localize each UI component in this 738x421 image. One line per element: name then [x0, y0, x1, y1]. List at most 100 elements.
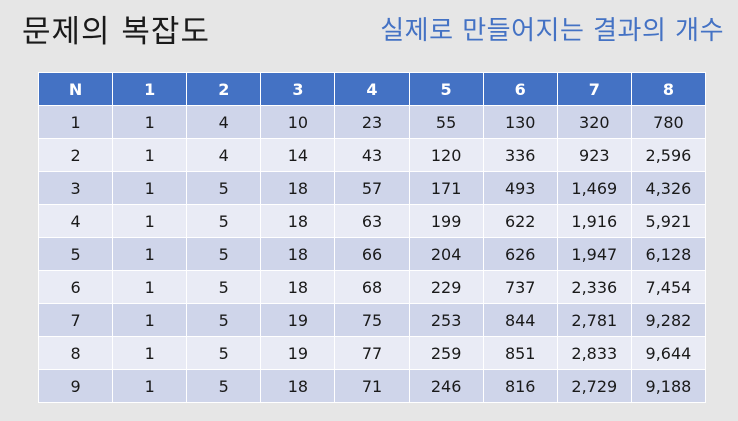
table-cell: 1 [112, 237, 188, 271]
header-cell-8: 8 [630, 72, 707, 106]
table-cell: 1 [112, 336, 188, 370]
table-body: 1 1 4 10 23 55 130 320 780 2 1 4 14 43 120 336 923 2,596 3… [37, 105, 707, 403]
table-cell: 9,282 [630, 303, 707, 337]
table-cell: 204 [408, 237, 484, 271]
header-cell-5: 5 [408, 72, 484, 106]
table-row: 2 1 4 14 43 120 336 923 2,596 [37, 138, 707, 172]
table-cell: 18 [260, 369, 336, 403]
table-cell: 816 [482, 369, 558, 403]
table-cell: 253 [408, 303, 484, 337]
table-cell: 493 [482, 171, 558, 205]
table-cell: 63 [334, 204, 410, 238]
row-label-cell: 5 [37, 237, 114, 271]
header-cell-2: 2 [186, 72, 262, 106]
row-label-cell: 7 [37, 303, 114, 337]
table-cell: 120 [408, 138, 484, 172]
table-cell: 55 [408, 105, 484, 139]
table-cell: 14 [260, 138, 336, 172]
table-row: 6 1 5 18 68 229 737 2,336 7,454 [37, 270, 707, 304]
table-cell: 259 [408, 336, 484, 370]
table-cell: 130 [482, 105, 558, 139]
table-cell: 229 [408, 270, 484, 304]
table-cell: 19 [260, 336, 336, 370]
table-cell: 780 [630, 105, 707, 139]
table-cell: 246 [408, 369, 484, 403]
table-cell: 199 [408, 204, 484, 238]
table-cell: 626 [482, 237, 558, 271]
table-cell: 5 [186, 237, 262, 271]
table-cell: 2,833 [556, 336, 632, 370]
table-cell: 18 [260, 171, 336, 205]
table-cell: 5,921 [630, 204, 707, 238]
row-label-cell: 8 [37, 336, 114, 370]
table-row: 5 1 5 18 66 204 626 1,947 6,128 [37, 237, 707, 271]
table-cell: 2,781 [556, 303, 632, 337]
table-cell: 23 [334, 105, 410, 139]
table-cell: 737 [482, 270, 558, 304]
table-cell: 5 [186, 369, 262, 403]
table-cell: 851 [482, 336, 558, 370]
table-cell: 57 [334, 171, 410, 205]
table-cell: 66 [334, 237, 410, 271]
table-cell: 18 [260, 204, 336, 238]
row-label-cell: 1 [37, 105, 114, 139]
header-cell-4: 4 [334, 72, 410, 106]
table-cell: 5 [186, 171, 262, 205]
row-label-cell: 9 [37, 369, 114, 403]
table-cell: 622 [482, 204, 558, 238]
table-cell: 75 [334, 303, 410, 337]
page-subtitle: 실제로 만들어지는 결과의 개수 [380, 16, 724, 46]
table-cell: 1 [112, 105, 188, 139]
table-cell: 1,916 [556, 204, 632, 238]
table-cell: 1,469 [556, 171, 632, 205]
table-row: 9 1 5 18 71 246 816 2,729 9,188 [37, 369, 707, 403]
table-cell: 5 [186, 204, 262, 238]
table-cell: 320 [556, 105, 632, 139]
table-row: 1 1 4 10 23 55 130 320 780 [37, 105, 707, 139]
table-row: 8 1 5 19 77 259 851 2,833 9,644 [37, 336, 707, 370]
row-label-cell: 6 [37, 270, 114, 304]
table-cell: 171 [408, 171, 484, 205]
table-cell: 10 [260, 105, 336, 139]
table-cell: 2,729 [556, 369, 632, 403]
table-row: 3 1 5 18 57 171 493 1,469 4,326 [37, 171, 707, 205]
table-header: N 1 2 3 4 5 6 7 8 [37, 72, 707, 106]
table-cell: 9,644 [630, 336, 707, 370]
complexity-table: N 1 2 3 4 5 6 7 8 1 1 4 10 23 55 130 320 780 2 1 4 1… [37, 72, 707, 403]
page-title: 문제의 복잡도 [22, 14, 210, 50]
table-cell: 2,596 [630, 138, 707, 172]
table-cell: 18 [260, 237, 336, 271]
table-cell: 1 [112, 270, 188, 304]
table-cell: 71 [334, 369, 410, 403]
table-cell: 1 [112, 204, 188, 238]
table-cell: 77 [334, 336, 410, 370]
table-cell: 5 [186, 303, 262, 337]
table-cell: 4 [186, 138, 262, 172]
table-cell: 68 [334, 270, 410, 304]
table-cell: 1 [112, 138, 188, 172]
table-cell: 19 [260, 303, 336, 337]
table-cell: 1,947 [556, 237, 632, 271]
table-cell: 6,128 [630, 237, 707, 271]
header-cell-3: 3 [260, 72, 336, 106]
row-label-cell: 3 [37, 171, 114, 205]
header-cell-1: 1 [112, 72, 188, 106]
row-label-cell: 4 [37, 204, 114, 238]
table-cell: 9,188 [630, 369, 707, 403]
table-cell: 5 [186, 270, 262, 304]
table-row: 7 1 5 19 75 253 844 2,781 9,282 [37, 303, 707, 337]
header-cell-6: 6 [482, 72, 558, 106]
row-label-cell: 2 [37, 138, 114, 172]
table-cell: 923 [556, 138, 632, 172]
table-cell: 43 [334, 138, 410, 172]
table-cell: 7,454 [630, 270, 707, 304]
table-cell: 18 [260, 270, 336, 304]
header-cell-7: 7 [556, 72, 632, 106]
table-cell: 4 [186, 105, 262, 139]
table-cell: 1 [112, 369, 188, 403]
table-cell: 4,326 [630, 171, 707, 205]
table-cell: 336 [482, 138, 558, 172]
table-cell: 1 [112, 303, 188, 337]
header-row: N 1 2 3 4 5 6 7 8 [37, 72, 707, 106]
table-cell: 2,336 [556, 270, 632, 304]
